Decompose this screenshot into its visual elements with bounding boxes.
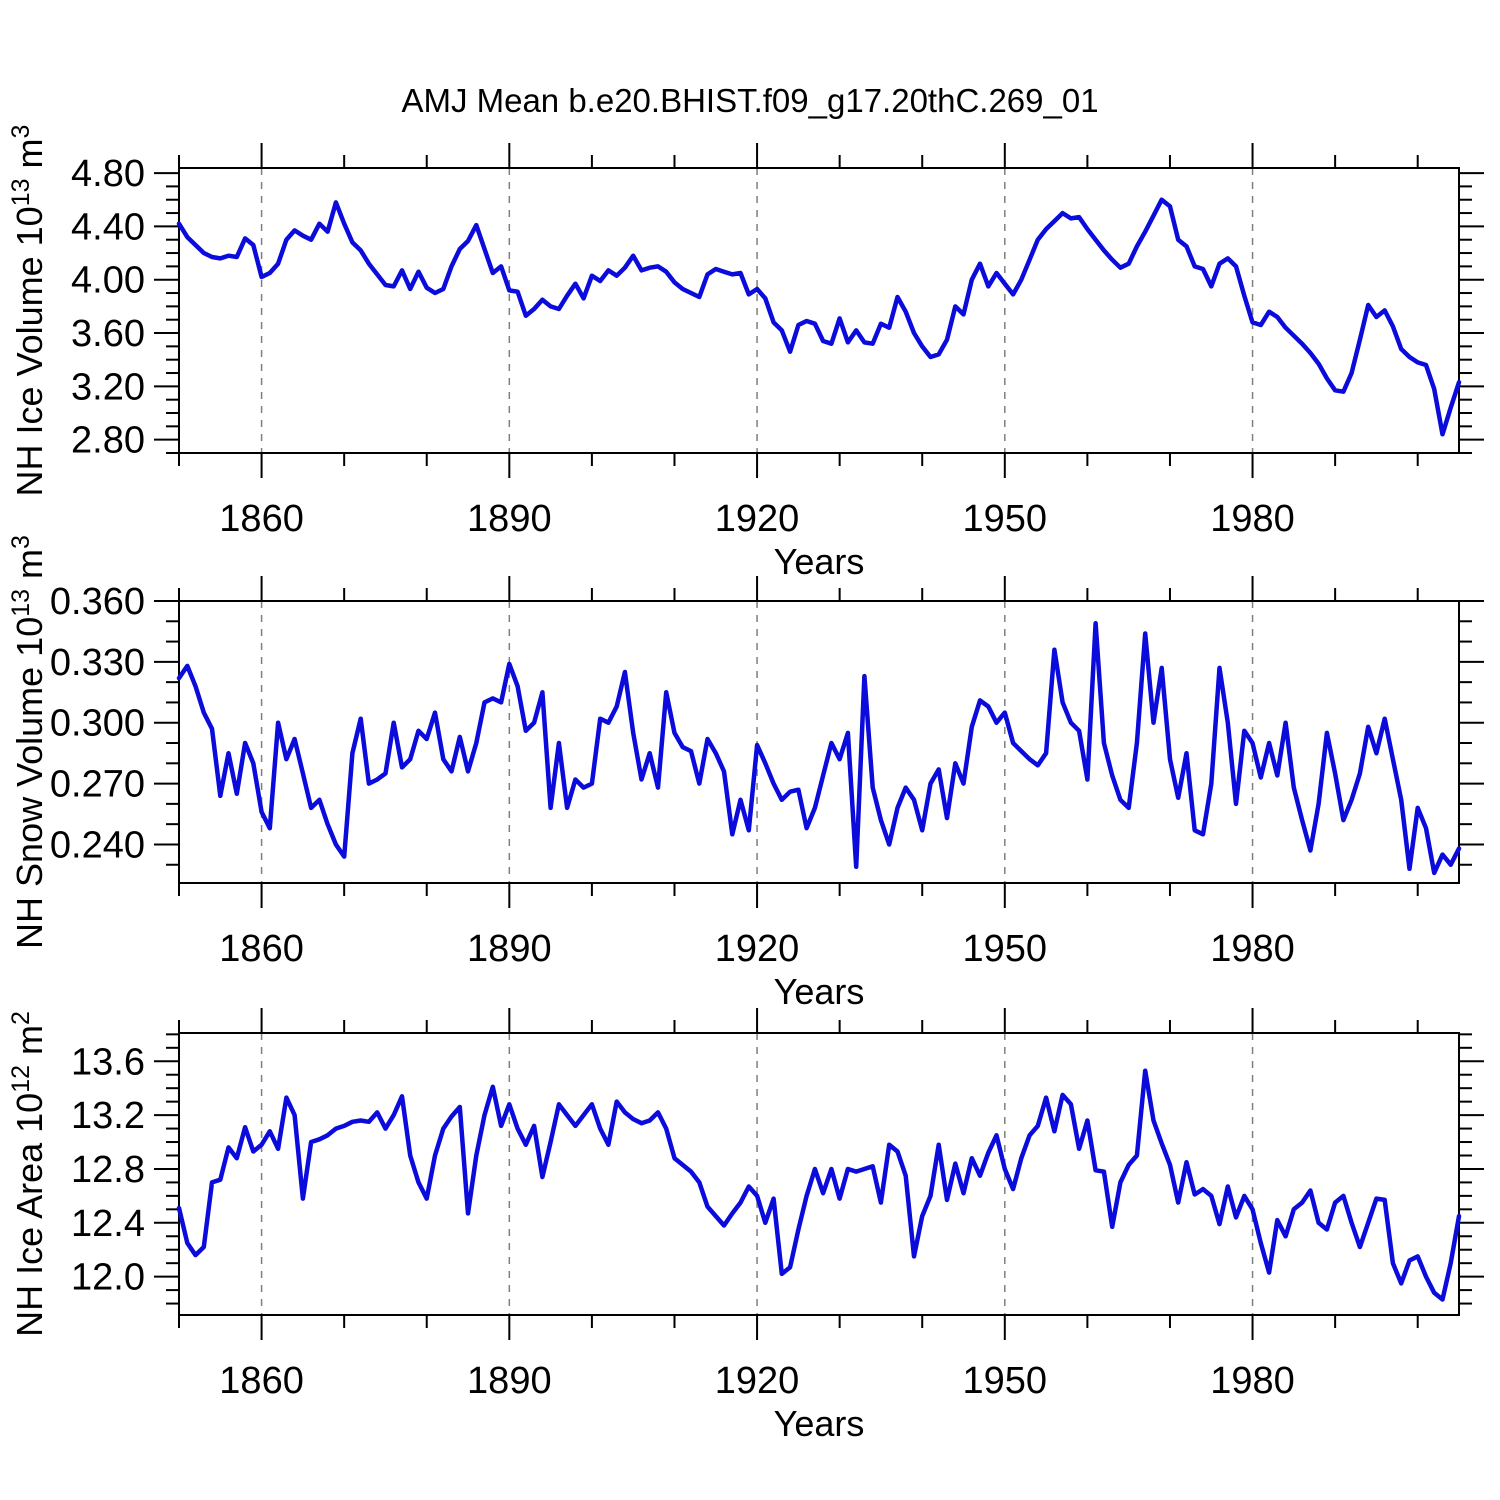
x-axis-title-panel3: Years	[773, 1403, 865, 1444]
y-tick-label: 4.00	[71, 260, 145, 302]
y-tick-label: 3.60	[71, 313, 145, 355]
chart-title: AMJ Mean b.e20.BHIST.f09_g17.20thC.269_0…	[401, 82, 1099, 119]
y-tick-label: 2.80	[71, 420, 145, 462]
y-tick-label: 3.20	[71, 366, 145, 408]
x-tick-label: 1890	[467, 928, 552, 970]
x-tick-label: 1950	[963, 498, 1048, 540]
x-tick-label: 1980	[1210, 928, 1295, 970]
y-axis-label: NH Ice Volume 1013 m3	[7, 125, 50, 497]
nh-ice-volume-line	[176, 197, 1462, 437]
y-tick-label: 4.40	[71, 206, 145, 248]
y-tick-label: 0.360	[50, 581, 145, 623]
x-tick-label: 1890	[467, 1360, 552, 1402]
x-tick-label: 1980	[1210, 498, 1295, 540]
y-axis-label: NH Snow Volume 1013 m3	[7, 535, 50, 949]
y-tick-label: 12.0	[71, 1257, 145, 1299]
panel-nh-ice-volume: 2.80 3.20 3.60 4.00 4.40 4.80 1860 1890 1920 1950…	[7, 125, 1484, 540]
y-tick-label: 13.2	[71, 1095, 145, 1137]
y-tick-label: 0.300	[50, 703, 145, 745]
x-tick-label: 1860	[219, 1360, 304, 1402]
x-tick-label: 1860	[219, 498, 304, 540]
x-tick-label: 1950	[963, 1360, 1048, 1402]
y-tick-label: 0.270	[50, 764, 145, 806]
plot-frame	[178, 600, 1460, 884]
x-tick-label: 1890	[467, 498, 552, 540]
x-tick-label: 1980	[1210, 1360, 1295, 1402]
nh-snow-volume-line	[176, 621, 1462, 876]
x-tick-label: 1860	[219, 928, 304, 970]
plot-frame	[178, 1032, 1460, 1316]
y-tick-label: 4.80	[71, 153, 145, 195]
nh-ice-area-line	[176, 1068, 1462, 1302]
y-tick-label: 12.8	[71, 1149, 145, 1191]
y-tick-label: 0.330	[50, 642, 145, 684]
plot-frame	[178, 167, 1460, 454]
x-tick-label: 1920	[715, 498, 800, 540]
x-axis-title-panel2: Years	[773, 971, 865, 1012]
y-tick-label: 0.240	[50, 824, 145, 866]
panel-nh-snow-volume: 0.240 0.270 0.300 0.330 0.360 1860 1890 1920 195…	[7, 535, 1484, 970]
panel-nh-ice-area: 12.0 12.4 12.8 13.2 13.6 1860 1890 1920 1950 1980…	[7, 1008, 1484, 1402]
x-tick-label: 1950	[963, 928, 1048, 970]
y-axis-label: NH Ice Area 1012 m2	[7, 1011, 50, 1337]
y-tick-label: 13.6	[71, 1041, 145, 1083]
x-tick-label: 1920	[715, 1360, 800, 1402]
x-tick-label: 1920	[715, 928, 800, 970]
y-tick-label: 12.4	[71, 1203, 145, 1245]
x-axis-title-panel1: Years	[773, 541, 865, 582]
